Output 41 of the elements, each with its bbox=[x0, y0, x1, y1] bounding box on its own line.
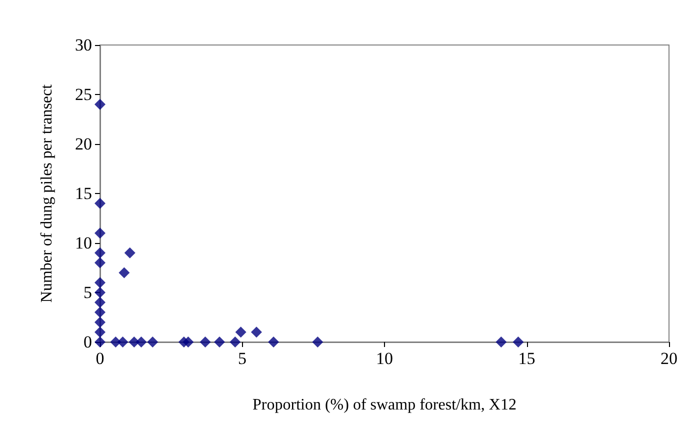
point bbox=[118, 267, 130, 278]
point bbox=[94, 247, 106, 258]
point bbox=[235, 326, 246, 338]
x-tick-label: 0 bbox=[96, 349, 104, 368]
point bbox=[94, 277, 106, 288]
point bbox=[312, 336, 324, 348]
y-tick-label: 0 bbox=[84, 332, 92, 352]
point bbox=[94, 98, 106, 110]
point bbox=[250, 326, 262, 338]
y-tick-label: 30 bbox=[75, 36, 92, 54]
y-axis-title: Number of dung piles per transect bbox=[38, 84, 56, 303]
point bbox=[94, 198, 106, 209]
x-tick-label: 20 bbox=[660, 349, 678, 368]
point bbox=[200, 336, 211, 348]
x-tick-label: 15 bbox=[518, 349, 536, 368]
point bbox=[94, 287, 106, 298]
point bbox=[230, 336, 241, 348]
y-tick-label: 20 bbox=[75, 134, 92, 154]
point bbox=[94, 257, 106, 268]
point bbox=[117, 336, 128, 348]
y-tick-label: 25 bbox=[75, 85, 92, 104]
point bbox=[94, 228, 106, 239]
x-tick-label: 10 bbox=[376, 349, 393, 368]
point bbox=[512, 336, 524, 348]
y-tick-label: 10 bbox=[75, 234, 92, 252]
point bbox=[136, 336, 147, 348]
point bbox=[94, 306, 106, 318]
point bbox=[94, 316, 106, 328]
y-tick-label: 5 bbox=[84, 283, 92, 302]
point bbox=[182, 336, 194, 348]
x-tick-label: 5 bbox=[238, 349, 246, 368]
point bbox=[94, 336, 106, 348]
point bbox=[94, 296, 106, 308]
y-tick-label: 15 bbox=[75, 184, 92, 203]
point bbox=[268, 336, 280, 348]
point bbox=[124, 247, 136, 258]
point bbox=[214, 336, 225, 348]
point bbox=[147, 336, 158, 348]
point bbox=[496, 336, 507, 348]
point bbox=[94, 326, 106, 338]
x-axis-title: Proportion (%) of swamp forest/km, X12 bbox=[252, 396, 516, 414]
